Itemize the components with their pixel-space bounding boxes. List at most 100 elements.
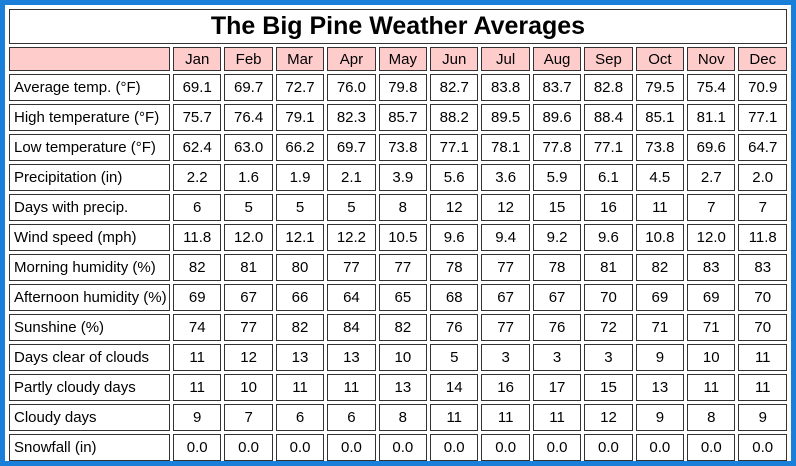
month-header: Apr bbox=[327, 47, 376, 71]
value-cell: 6 bbox=[327, 404, 376, 431]
value-cell: 77 bbox=[481, 254, 530, 281]
value-cell: 76.4 bbox=[224, 104, 273, 131]
value-cell: 77.1 bbox=[584, 134, 633, 161]
value-cell: 13 bbox=[378, 374, 428, 401]
value-cell: 79.8 bbox=[378, 74, 428, 101]
value-cell: 17 bbox=[532, 374, 582, 401]
value-cell: 83 bbox=[738, 254, 787, 281]
table-title: The Big Pine Weather Averages bbox=[9, 9, 787, 44]
value-cell: 78 bbox=[532, 254, 582, 281]
value-cell: 82 bbox=[635, 254, 685, 281]
value-cell: 10 bbox=[224, 374, 273, 401]
value-cell: 11 bbox=[738, 344, 787, 371]
value-cell: 0.0 bbox=[635, 434, 685, 461]
value-cell: 69 bbox=[687, 284, 736, 311]
value-cell: 11 bbox=[481, 404, 530, 431]
value-cell: 82 bbox=[378, 314, 428, 341]
value-cell: 77.8 bbox=[532, 134, 582, 161]
value-cell: 9 bbox=[635, 404, 685, 431]
value-cell: 5.9 bbox=[532, 164, 582, 191]
month-header: Dec bbox=[738, 47, 787, 71]
value-cell: 11 bbox=[173, 374, 222, 401]
value-cell: 88.2 bbox=[430, 104, 479, 131]
month-header: Sep bbox=[584, 47, 633, 71]
value-cell: 82 bbox=[275, 314, 325, 341]
value-cell: 79.5 bbox=[635, 74, 685, 101]
data-row: Wind speed (mph) 11.8 12.0 12.1 12.2 10.5 9.6 9… bbox=[9, 224, 787, 251]
value-cell: 83.7 bbox=[532, 74, 582, 101]
value-cell: 70 bbox=[584, 284, 633, 311]
value-cell: 10 bbox=[378, 344, 428, 371]
value-cell: 4.5 bbox=[635, 164, 685, 191]
value-cell: 5 bbox=[275, 194, 325, 221]
row-label: Sunshine (%) bbox=[9, 314, 170, 341]
value-cell: 9 bbox=[173, 404, 222, 431]
value-cell: 11 bbox=[738, 374, 787, 401]
value-cell: 69.1 bbox=[173, 74, 222, 101]
month-header: Nov bbox=[687, 47, 736, 71]
value-cell: 67 bbox=[532, 284, 582, 311]
header-row: Jan Feb Mar Apr May Jun Jul Aug Sep Oct Nov Dec bbox=[9, 47, 787, 71]
value-cell: 69 bbox=[635, 284, 685, 311]
value-cell: 75.4 bbox=[687, 74, 736, 101]
value-cell: 72 bbox=[584, 314, 633, 341]
value-cell: 2.2 bbox=[173, 164, 222, 191]
value-cell: 12 bbox=[584, 404, 633, 431]
value-cell: 82.7 bbox=[430, 74, 479, 101]
value-cell: 11 bbox=[687, 374, 736, 401]
data-row: Afternoon humidity (%) 69 67 66 64 65 68 67 67 70… bbox=[9, 284, 787, 311]
value-cell: 12 bbox=[481, 194, 530, 221]
row-label: Partly cloudy days bbox=[9, 374, 170, 401]
value-cell: 89.5 bbox=[481, 104, 530, 131]
value-cell: 74 bbox=[173, 314, 222, 341]
data-row: Partly cloudy days 11 10 11 11 13 14 16 17 15 13 11… bbox=[9, 374, 787, 401]
value-cell: 76 bbox=[532, 314, 582, 341]
value-cell: 10.8 bbox=[635, 224, 685, 251]
value-cell: 8 bbox=[687, 404, 736, 431]
value-cell: 0.0 bbox=[481, 434, 530, 461]
value-cell: 9.2 bbox=[532, 224, 582, 251]
value-cell: 80 bbox=[275, 254, 325, 281]
title-row: The Big Pine Weather Averages bbox=[9, 9, 787, 44]
value-cell: 0.0 bbox=[275, 434, 325, 461]
value-cell: 6.1 bbox=[584, 164, 633, 191]
value-cell: 11 bbox=[635, 194, 685, 221]
value-cell: 65 bbox=[378, 284, 428, 311]
value-cell: 67 bbox=[481, 284, 530, 311]
row-label: Wind speed (mph) bbox=[9, 224, 170, 251]
data-row: Morning humidity (%) 82 81 80 77 77 78 77 78 81 82… bbox=[9, 254, 787, 281]
value-cell: 83.8 bbox=[481, 74, 530, 101]
value-cell: 77 bbox=[481, 314, 530, 341]
month-header: Jun bbox=[430, 47, 479, 71]
value-cell: 11.8 bbox=[173, 224, 222, 251]
value-cell: 11 bbox=[430, 404, 479, 431]
value-cell: 77.1 bbox=[738, 104, 787, 131]
value-cell: 8 bbox=[378, 404, 428, 431]
value-cell: 8 bbox=[378, 194, 428, 221]
value-cell: 2.1 bbox=[327, 164, 376, 191]
value-cell: 70 bbox=[738, 314, 787, 341]
value-cell: 13 bbox=[275, 344, 325, 371]
data-row: Snowfall (in) 0.0 0.0 0.0 0.0 0.0 0.0 0.0 0.0 0.0… bbox=[9, 434, 787, 461]
data-row: Low temperature (°F) 62.4 63.0 66.2 69.7 73.8… bbox=[9, 134, 787, 161]
value-cell: 78 bbox=[430, 254, 479, 281]
value-cell: 83 bbox=[687, 254, 736, 281]
value-cell: 13 bbox=[327, 344, 376, 371]
corner-cell bbox=[9, 47, 170, 71]
value-cell: 79.1 bbox=[275, 104, 325, 131]
value-cell: 7 bbox=[224, 404, 273, 431]
value-cell: 66 bbox=[275, 284, 325, 311]
value-cell: 82.3 bbox=[327, 104, 376, 131]
value-cell: 9 bbox=[635, 344, 685, 371]
value-cell: 81 bbox=[584, 254, 633, 281]
value-cell: 69.7 bbox=[327, 134, 376, 161]
value-cell: 2.0 bbox=[738, 164, 787, 191]
value-cell: 78.1 bbox=[481, 134, 530, 161]
month-header: Feb bbox=[224, 47, 273, 71]
row-label: Days clear of clouds bbox=[9, 344, 170, 371]
value-cell: 89.6 bbox=[532, 104, 582, 131]
month-header: Jul bbox=[481, 47, 530, 71]
value-cell: 68 bbox=[430, 284, 479, 311]
data-row: Days clear of clouds 11 12 13 13 10 5 3 3 3 9 10 11 bbox=[9, 344, 787, 371]
